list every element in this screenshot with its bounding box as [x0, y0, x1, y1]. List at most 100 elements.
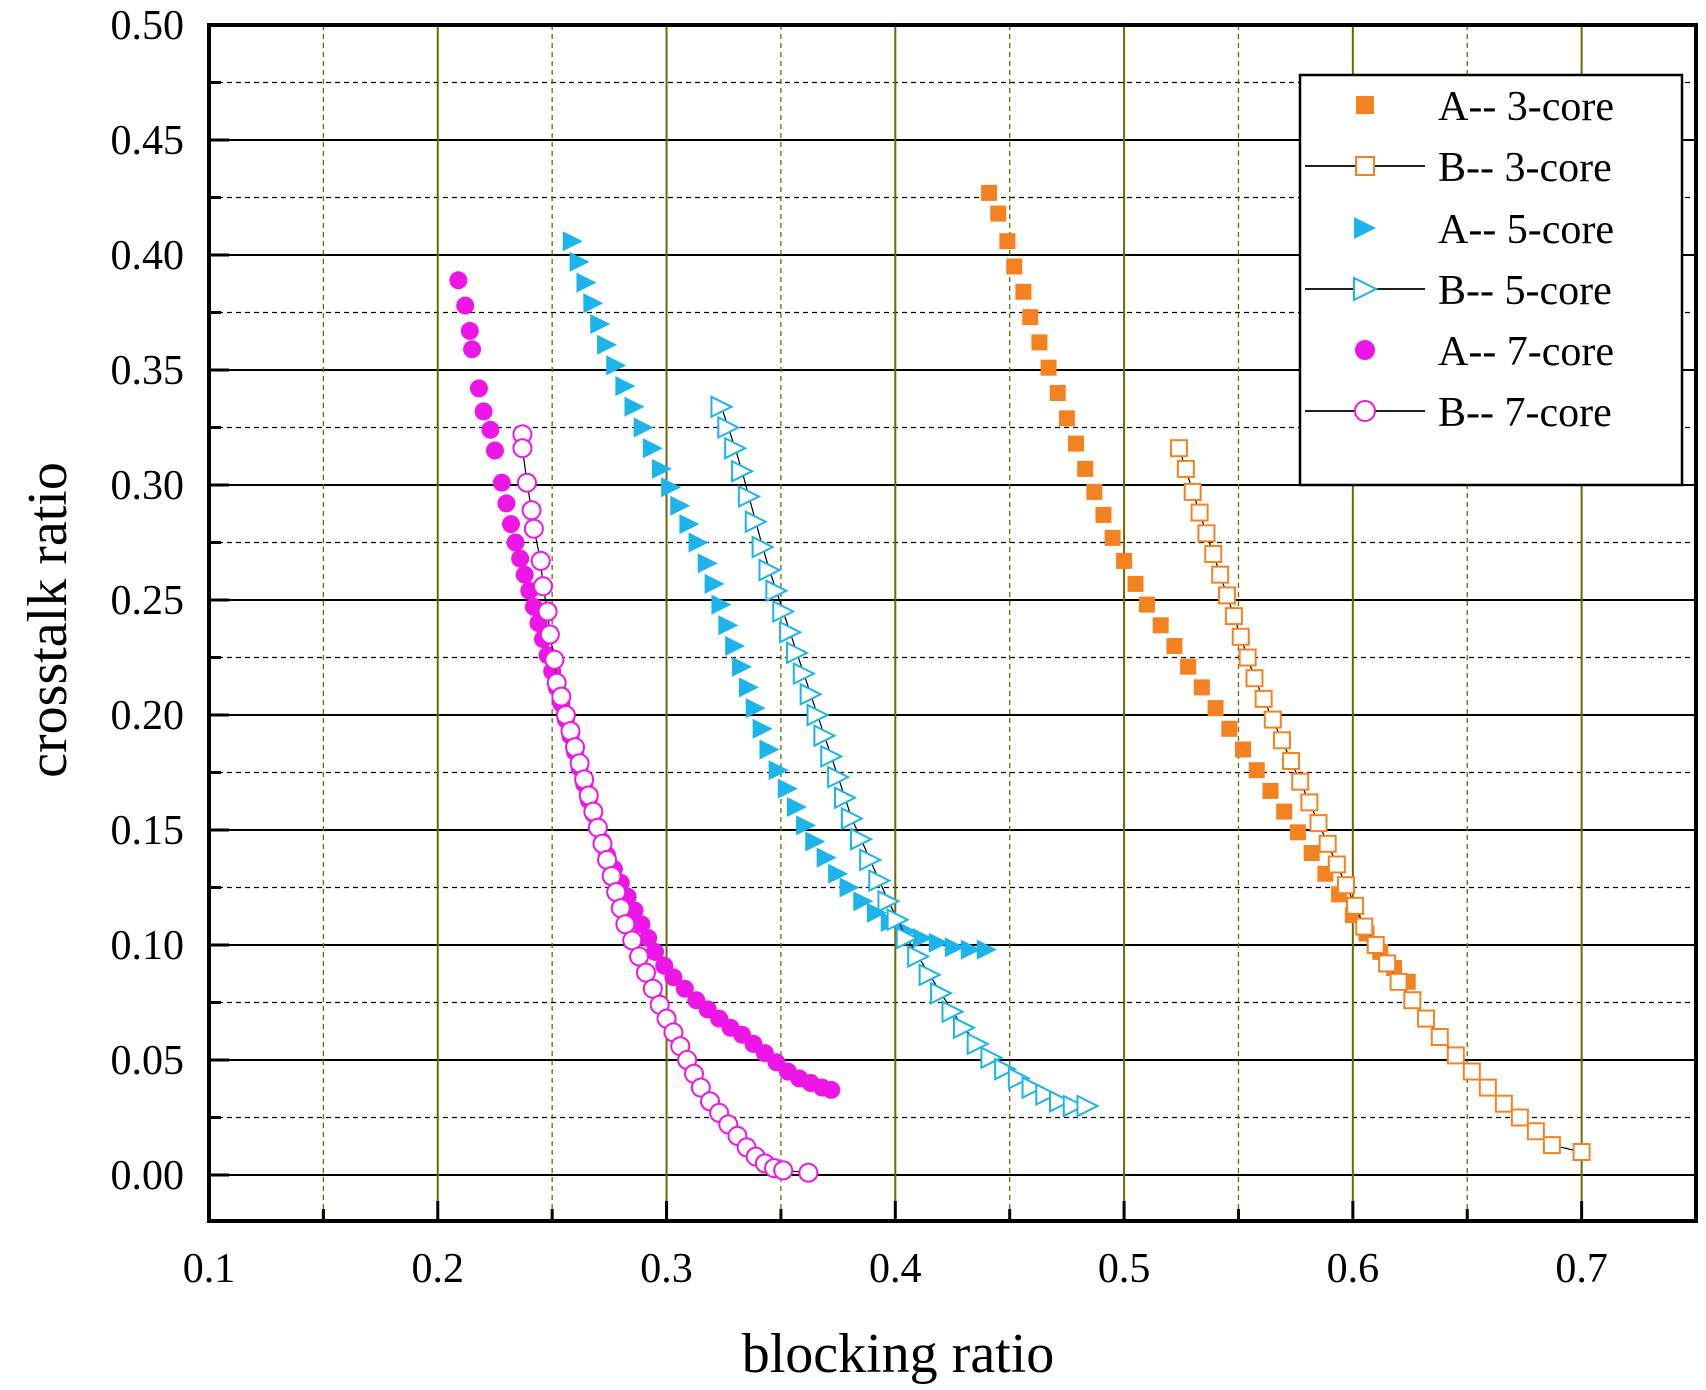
- legend-marker: [1353, 276, 1379, 302]
- data-point: [1138, 596, 1155, 613]
- data-point: [725, 636, 746, 656]
- data-point: [806, 703, 830, 727]
- data-point: [533, 576, 554, 597]
- series-a-3-core: [981, 184, 1416, 990]
- data-point: [1049, 385, 1066, 401]
- data-point: [1526, 1122, 1545, 1141]
- data-point: [966, 1032, 990, 1056]
- data-point: [1346, 896, 1365, 915]
- data-point: [590, 314, 611, 334]
- x-tick-label: 0.2: [412, 1246, 465, 1292]
- data-point: [827, 765, 851, 789]
- data-point: [822, 1080, 841, 1099]
- y-tick-label: 0.10: [111, 923, 185, 969]
- data-point: [1276, 803, 1293, 820]
- data-point: [1218, 586, 1237, 605]
- legend-label: A-- 3-core: [1438, 84, 1614, 130]
- data-point: [907, 944, 931, 969]
- data-point: [1058, 410, 1075, 427]
- data-point: [1254, 689, 1273, 708]
- y-axis-title: crosstalk ratio: [17, 462, 79, 778]
- data-point: [779, 620, 803, 644]
- data-point: [670, 495, 691, 516]
- legend-entry: A-- 7-core: [1355, 329, 1614, 375]
- legend-entry: B-- 7-core: [1305, 390, 1612, 436]
- data-point: [1152, 617, 1169, 634]
- data-point: [642, 438, 663, 459]
- data-point: [1318, 834, 1337, 853]
- data-point: [576, 272, 597, 293]
- series-a-5-core: [562, 231, 997, 960]
- data-point: [816, 847, 837, 868]
- y-tick-label: 0.25: [111, 578, 185, 624]
- data-point: [511, 549, 530, 568]
- data-point: [1336, 876, 1355, 895]
- data-point: [1300, 793, 1319, 812]
- data-point: [460, 321, 479, 340]
- data-point: [752, 718, 773, 739]
- data-point: [1289, 824, 1306, 841]
- data-point: [1169, 439, 1188, 458]
- data-point: [664, 968, 683, 987]
- data-point: [624, 396, 645, 417]
- data-series: [449, 184, 1591, 1183]
- data-point: [777, 778, 798, 799]
- data-point: [737, 484, 762, 509]
- data-point: [675, 979, 694, 998]
- data-point: [981, 184, 998, 201]
- data-point: [690, 1077, 711, 1098]
- data-point: [798, 1162, 819, 1183]
- data-point: [497, 494, 516, 513]
- data-point: [1015, 283, 1032, 300]
- data-point: [1180, 658, 1197, 675]
- x-tick-label: 0.4: [869, 1246, 922, 1292]
- data-point: [537, 601, 558, 622]
- legend-marker: [1355, 340, 1375, 360]
- data-point: [551, 686, 572, 707]
- y-tick-label: 0.45: [111, 118, 185, 164]
- data-point: [792, 661, 817, 686]
- legend-marker: [1356, 96, 1374, 114]
- data-point: [886, 908, 910, 932]
- data-point: [697, 553, 718, 574]
- data-point: [1245, 669, 1264, 688]
- data-point: [539, 624, 560, 645]
- y-tick-label: 0.15: [111, 808, 185, 854]
- legend-label: A-- 5-core: [1438, 207, 1614, 253]
- data-point: [799, 682, 823, 706]
- data-point: [1224, 607, 1243, 626]
- data-point: [711, 594, 732, 615]
- data-point: [744, 510, 768, 534]
- series-b-7-core: [512, 424, 819, 1183]
- data-point: [1231, 627, 1250, 646]
- data-point: [679, 514, 700, 535]
- data-point: [492, 473, 511, 492]
- data-point: [773, 1160, 794, 1181]
- data-point: [796, 815, 817, 836]
- data-point: [1166, 638, 1183, 654]
- plot-frame: [207, 23, 1698, 1223]
- legend-label: B-- 7-core: [1438, 390, 1612, 436]
- data-point: [1417, 1009, 1436, 1028]
- x-tick-label: 0.1: [183, 1246, 236, 1292]
- data-point: [930, 981, 954, 1005]
- y-tick-label: 0.35: [111, 348, 185, 394]
- data-point: [990, 205, 1007, 222]
- data-point: [583, 293, 604, 314]
- data-point: [839, 877, 860, 898]
- data-point: [1031, 334, 1048, 351]
- data-point: [738, 677, 759, 698]
- data-point: [597, 334, 618, 355]
- data-point: [688, 532, 709, 553]
- data-point: [1478, 1078, 1497, 1097]
- data-point: [1190, 503, 1209, 522]
- data-point: [521, 500, 542, 521]
- data-point: [1248, 762, 1265, 779]
- data-point: [731, 459, 755, 483]
- data-point: [1282, 752, 1301, 770]
- legend: A-- 3-core B-- 3-core A-- 5-core B-- 5-core…: [1298, 73, 1684, 487]
- y-tick-label: 0.50: [111, 3, 185, 49]
- data-point: [759, 739, 780, 760]
- data-point: [1006, 258, 1023, 275]
- data-point: [1104, 529, 1121, 546]
